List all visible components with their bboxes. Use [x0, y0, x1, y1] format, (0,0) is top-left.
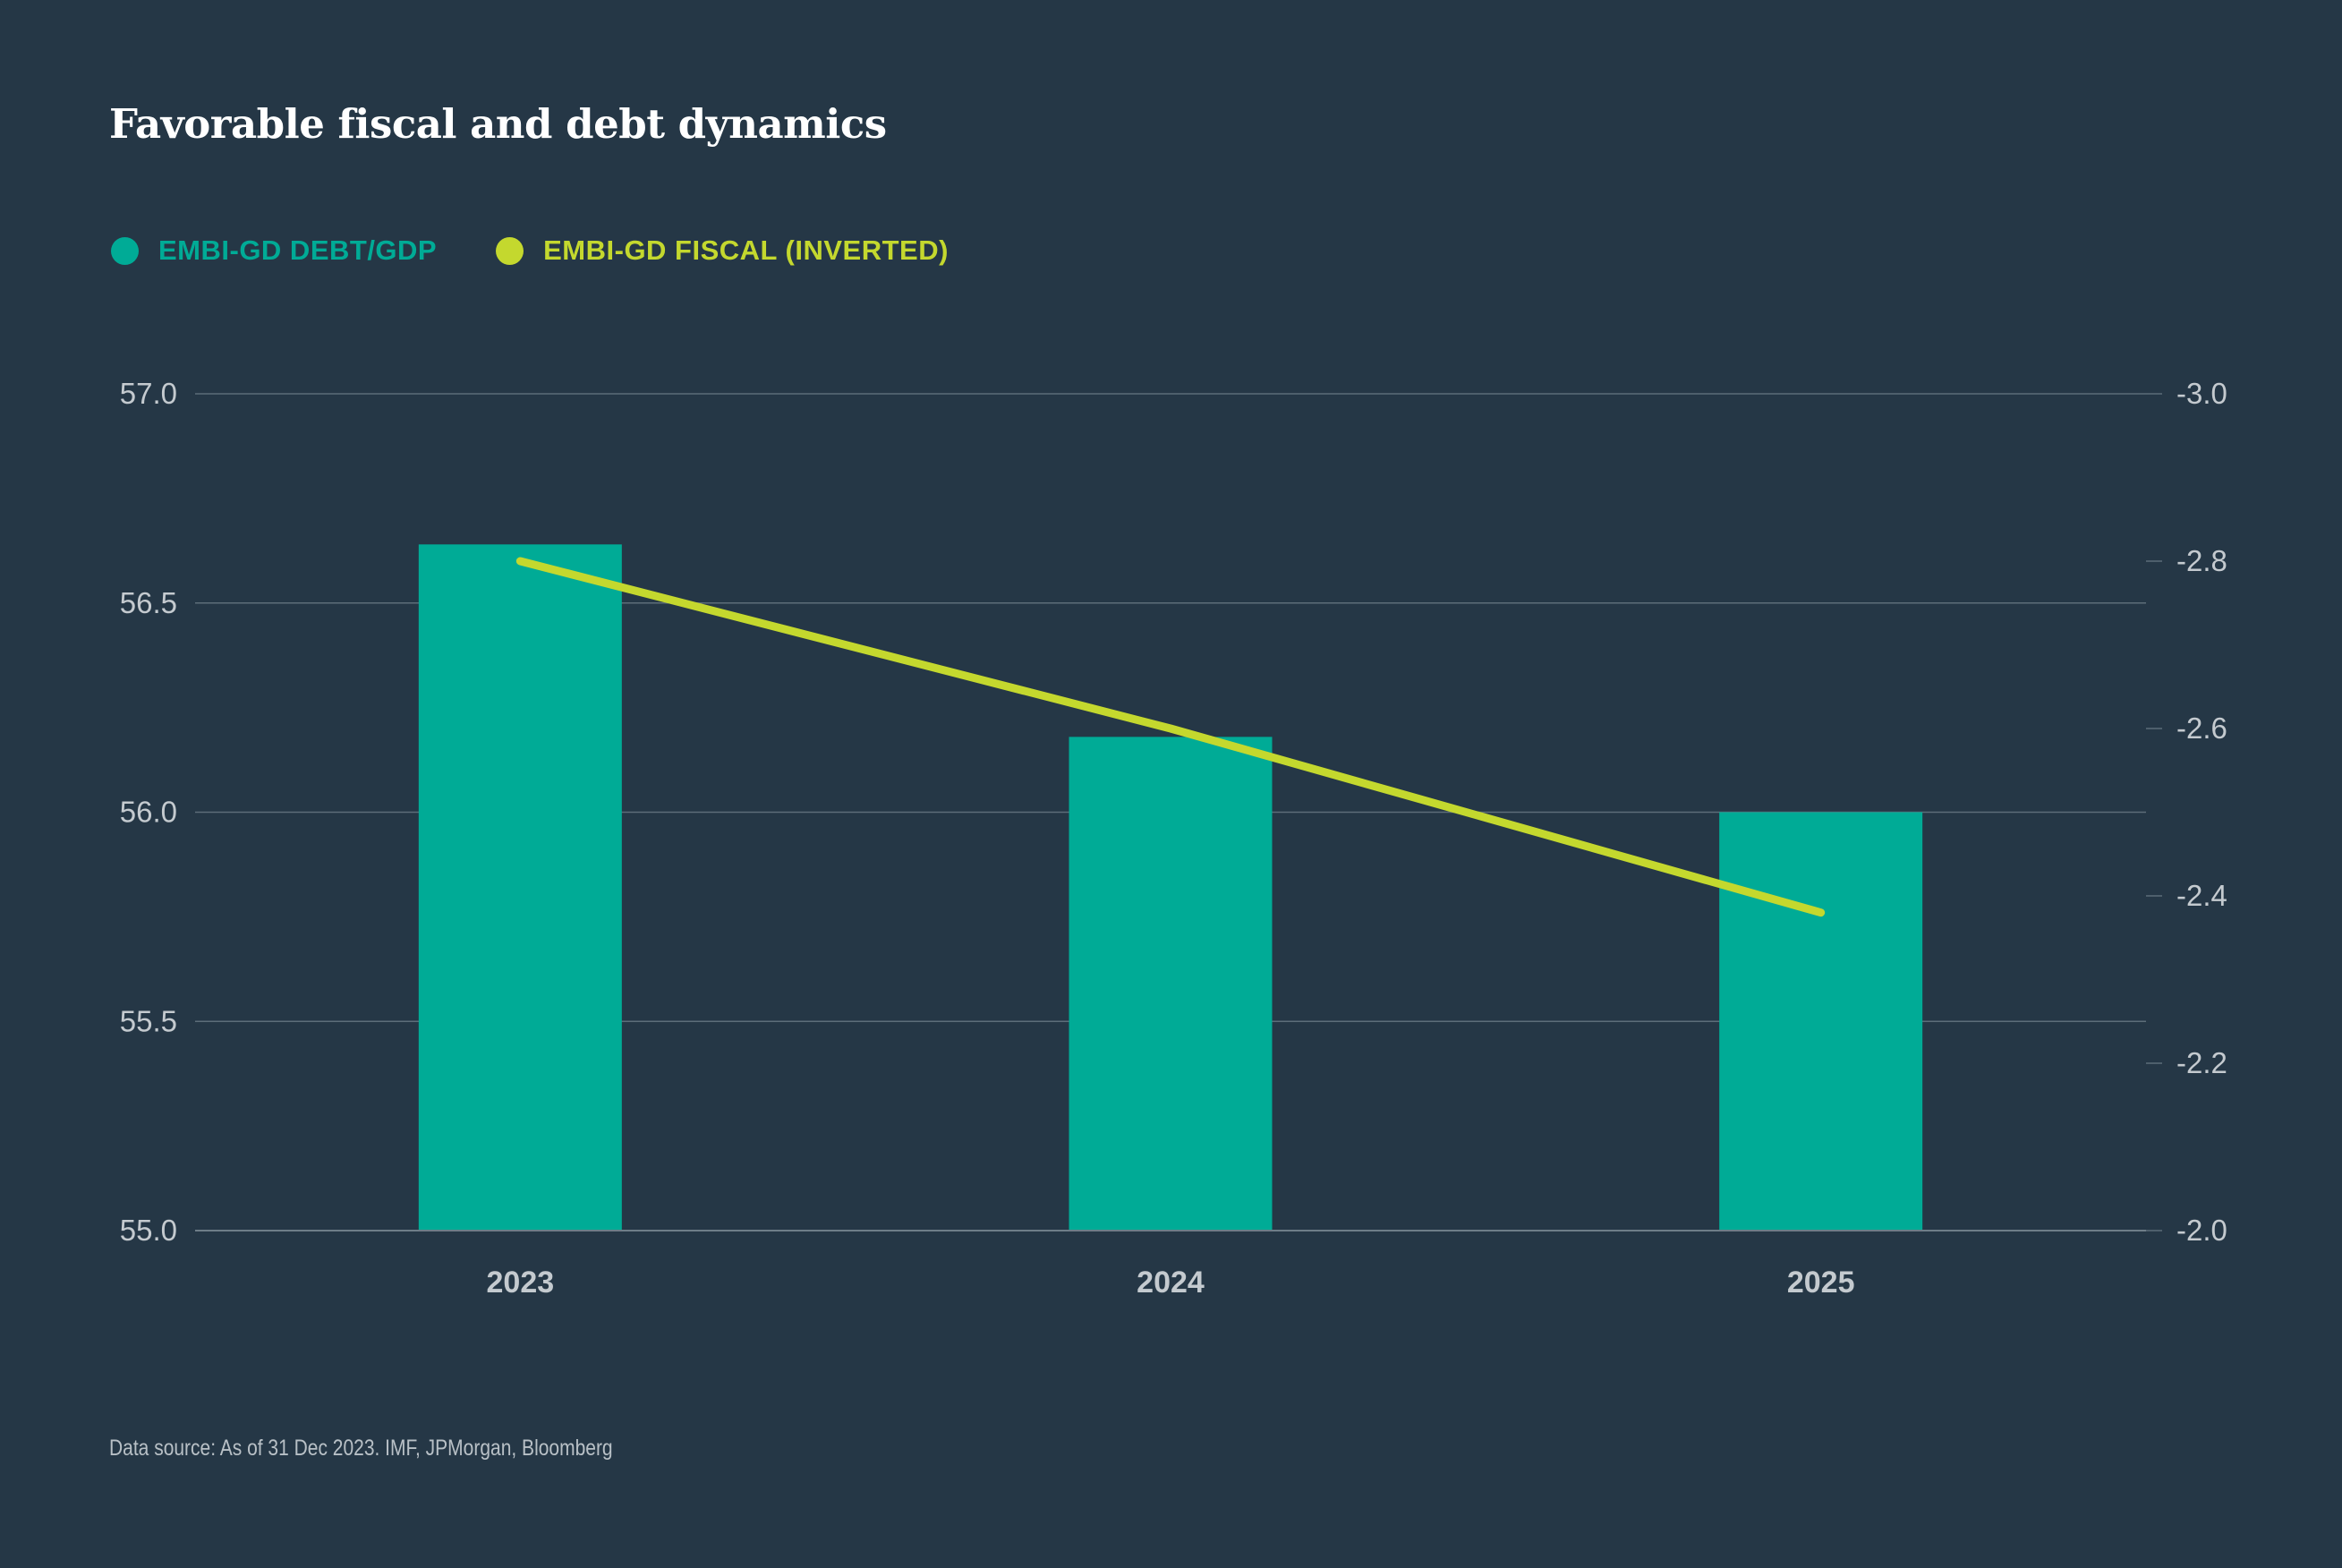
- legend: EMBI-GD DEBT/GDP EMBI-GD FISCAL (INVERTE…: [111, 234, 1008, 267]
- legend-item-debt-gdp: EMBI-GD DEBT/GDP: [111, 234, 437, 267]
- x-tick-label: 2025: [1787, 1265, 1855, 1300]
- legend-label-debt-gdp: EMBI-GD DEBT/GDP: [158, 234, 438, 266]
- y-right-tick-label: -2.6: [2176, 712, 2227, 745]
- x-tick-label: 2024: [1137, 1265, 1205, 1300]
- y-right-tick-label: -2.0: [2176, 1214, 2227, 1247]
- y-left-tick-label: 56.0: [120, 796, 177, 829]
- y-left-tick-label: 55.0: [120, 1214, 177, 1247]
- y-right-tick-label: -2.4: [2176, 879, 2227, 912]
- y-left-tick-label: 56.5: [120, 586, 177, 619]
- legend-swatch-debt-gdp: [111, 236, 139, 265]
- y-right-tick-label: -2.8: [2176, 544, 2227, 577]
- y-right-tick-label: -3.0: [2176, 377, 2227, 410]
- legend-label-fiscal-inverted: EMBI-GD FISCAL (INVERTED): [543, 234, 949, 266]
- y-right-tick-label: -2.2: [2176, 1046, 2227, 1079]
- bar-2024: [1069, 737, 1273, 1231]
- bar-2023: [418, 544, 622, 1231]
- legend-swatch-fiscal-inverted: [496, 236, 524, 265]
- chart-title: Favorable fiscal and debt dynamics: [109, 100, 887, 148]
- y-left-tick-label: 55.5: [120, 1004, 177, 1037]
- legend-item-fiscal-inverted: EMBI-GD FISCAL (INVERTED): [496, 234, 949, 267]
- x-tick-label: 2023: [487, 1265, 555, 1300]
- bar-2025: [1719, 812, 1923, 1231]
- data-source-note: Data source: As of 31 Dec 2023. IMF, JPM…: [109, 1436, 613, 1461]
- y-left-tick-label: 57.0: [120, 377, 177, 410]
